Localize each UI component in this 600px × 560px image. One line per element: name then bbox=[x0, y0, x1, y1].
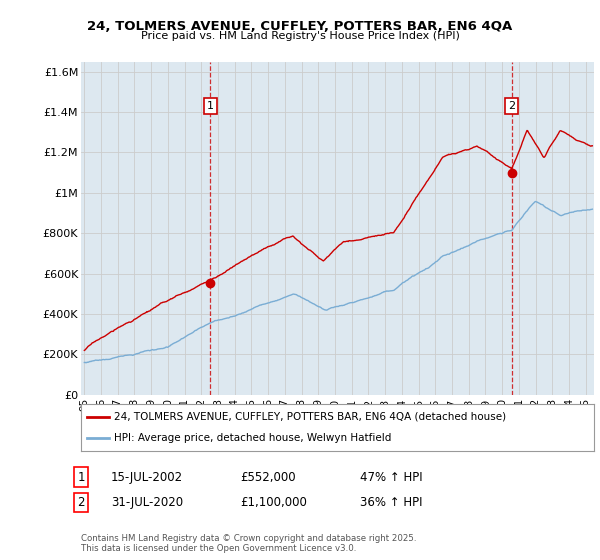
Text: 2: 2 bbox=[77, 496, 85, 509]
Text: £1,100,000: £1,100,000 bbox=[240, 496, 307, 509]
Text: £552,000: £552,000 bbox=[240, 470, 296, 484]
Text: 24, TOLMERS AVENUE, CUFFLEY, POTTERS BAR, EN6 4QA: 24, TOLMERS AVENUE, CUFFLEY, POTTERS BAR… bbox=[88, 20, 512, 32]
Text: Contains HM Land Registry data © Crown copyright and database right 2025.
This d: Contains HM Land Registry data © Crown c… bbox=[81, 534, 416, 553]
Text: 47% ↑ HPI: 47% ↑ HPI bbox=[360, 470, 422, 484]
Text: 2: 2 bbox=[508, 101, 515, 111]
Text: 24, TOLMERS AVENUE, CUFFLEY, POTTERS BAR, EN6 4QA (detached house): 24, TOLMERS AVENUE, CUFFLEY, POTTERS BAR… bbox=[115, 412, 506, 422]
Text: 1: 1 bbox=[207, 101, 214, 111]
Text: 1: 1 bbox=[77, 470, 85, 484]
Text: HPI: Average price, detached house, Welwyn Hatfield: HPI: Average price, detached house, Welw… bbox=[115, 433, 392, 444]
Text: Price paid vs. HM Land Registry's House Price Index (HPI): Price paid vs. HM Land Registry's House … bbox=[140, 31, 460, 41]
Text: 36% ↑ HPI: 36% ↑ HPI bbox=[360, 496, 422, 509]
Text: 31-JUL-2020: 31-JUL-2020 bbox=[111, 496, 183, 509]
Text: 15-JUL-2002: 15-JUL-2002 bbox=[111, 470, 183, 484]
